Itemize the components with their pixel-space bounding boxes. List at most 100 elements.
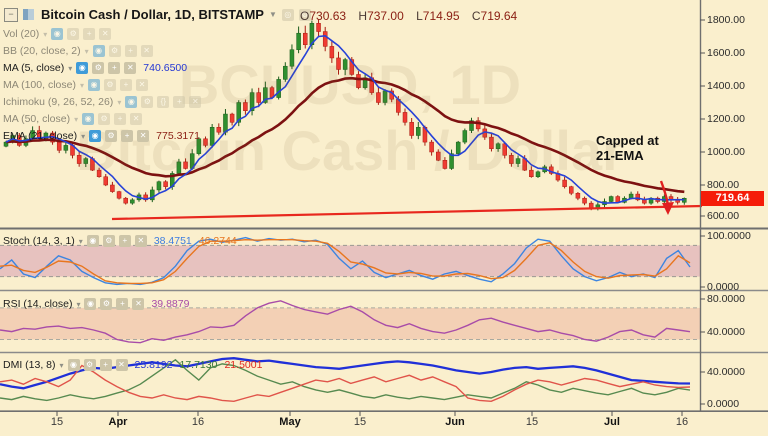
indicator-row-dmi-13-8[interactable]: DMI (13, 8) ▾ ◉ ⚙ + ✕ 25.8192 17.7130 21.5001 bbox=[3, 357, 262, 373]
indicator-value: 39.8879 bbox=[151, 298, 190, 310]
price-axis-label: 1400.00 bbox=[707, 80, 745, 92]
indicator-row-bb-20-close-2[interactable]: BB (20, close, 2) ▾ ◉ ⚙ + ✕ bbox=[3, 43, 201, 59]
gear-icon[interactable]: ⚙ bbox=[102, 235, 115, 247]
indicator-row-ma-50-close[interactable]: MA (50, close) ▾ ◉ ⚙ + ✕ bbox=[3, 111, 201, 127]
indicator-value: 38.4751 bbox=[153, 235, 192, 247]
indicator-legend: Vol (20) ▾ ◉ ⚙ + ✕ BB (20, close, 2) ▾ ◉ ⚙ + ✕ MA (5… bbox=[3, 26, 202, 145]
price-axis-label: 1000.00 bbox=[707, 146, 745, 158]
k-line bbox=[0, 236, 691, 286]
ema21-line bbox=[5, 76, 685, 194]
eye-icon[interactable]: ◉ bbox=[67, 359, 80, 371]
gear-icon[interactable]: ⚙ bbox=[67, 28, 80, 40]
ma5-line bbox=[5, 34, 685, 205]
symbol-title[interactable]: Bitcoin Cash / Dollar, 1D, BITSTAMP bbox=[41, 7, 264, 22]
price-axis-label: 0.0000 bbox=[707, 398, 740, 410]
chart-style-icon[interactable] bbox=[23, 9, 34, 20]
plus-icon[interactable]: + bbox=[121, 130, 134, 142]
close-icon[interactable]: ✕ bbox=[124, 62, 137, 74]
chevron-down-icon[interactable]: ▾ bbox=[84, 46, 89, 56]
plus-icon[interactable]: + bbox=[116, 298, 129, 310]
close-icon[interactable]: ✕ bbox=[130, 113, 143, 125]
close-icon[interactable]: ✕ bbox=[189, 96, 202, 108]
indicator-row-stoch-14-3-1[interactable]: Stoch (14, 3, 1) ▾ ◉ ⚙ + ✕ 38.4751 46.2744 bbox=[3, 233, 237, 249]
gear-icon[interactable]: ⚙ bbox=[105, 130, 118, 142]
eye-icon[interactable]: ◉ bbox=[92, 45, 105, 57]
time-axis-label: 15 bbox=[525, 416, 539, 428]
plus-icon[interactable]: + bbox=[99, 359, 112, 371]
down-arrow-icon bbox=[659, 180, 674, 215]
close-icon[interactable]: ✕ bbox=[140, 45, 153, 57]
plus-icon[interactable]: + bbox=[119, 79, 132, 91]
close-icon[interactable]: ✕ bbox=[137, 130, 150, 142]
plus-icon[interactable]: + bbox=[173, 96, 186, 108]
settings-icon[interactable]: ⚙ bbox=[298, 8, 311, 21]
close-icon[interactable]: ✕ bbox=[135, 79, 148, 91]
close-icon[interactable]: ✕ bbox=[134, 235, 147, 247]
gear-icon[interactable]: ⚙ bbox=[92, 62, 105, 74]
chevron-down-icon[interactable]: ▼ bbox=[268, 10, 277, 19]
eye-icon[interactable]: ◉ bbox=[125, 96, 138, 108]
braces-icon[interactable]: {} bbox=[157, 96, 170, 108]
chevron-down-icon[interactable]: ▾ bbox=[68, 63, 73, 73]
gear-icon[interactable]: ⚙ bbox=[98, 113, 111, 125]
indicator-row-ema-21-close[interactable]: EMA (21, close) ▾ ◉ ⚙ + ✕ 775.3171 bbox=[3, 128, 201, 144]
eye-icon[interactable]: ◉ bbox=[84, 298, 97, 310]
gear-icon[interactable]: ⚙ bbox=[141, 96, 154, 108]
eye-icon[interactable]: ◉ bbox=[87, 79, 100, 91]
indicator-value: 17.7130 bbox=[179, 359, 218, 371]
plus-icon[interactable]: + bbox=[124, 45, 137, 57]
indicator-label: MA (50, close) bbox=[3, 113, 71, 125]
pane-legend-stoch: Stoch (14, 3, 1) ▾ ◉ ⚙ + ✕ 38.4751 46.2744 bbox=[3, 233, 237, 250]
indicator-value: 775.3171 bbox=[156, 130, 200, 142]
plus-icon[interactable]: + bbox=[118, 235, 131, 247]
chevron-down-icon[interactable]: ▾ bbox=[79, 80, 84, 90]
gear-icon[interactable]: ⚙ bbox=[103, 79, 116, 91]
support-trendline[interactable] bbox=[111, 204, 703, 221]
chevron-down-icon[interactable]: ▾ bbox=[43, 29, 48, 39]
time-axis-label: Jun bbox=[445, 416, 465, 428]
di-line bbox=[0, 358, 691, 402]
pane-legend-dmi: DMI (13, 8) ▾ ◉ ⚙ + ✕ 25.8192 17.7130 21.5001 bbox=[3, 357, 262, 374]
close-label: C bbox=[471, 9, 481, 23]
indicator-label: Vol (20) bbox=[3, 28, 40, 40]
eye-icon[interactable]: ◉ bbox=[76, 62, 89, 74]
indicator-row-ichimoku-9-26-52-26[interactable]: Ichimoku (9, 26, 52, 26) ▾ ◉ ⚙{} + ✕ bbox=[3, 94, 202, 110]
d-line bbox=[0, 238, 691, 285]
indicator-row-rsi-14-close[interactable]: RSI (14, close) ▾ ◉ ⚙ + ✕ 39.8879 bbox=[3, 296, 189, 312]
chevron-down-icon[interactable]: ▾ bbox=[74, 114, 79, 124]
rsi-pane-lines bbox=[0, 300, 691, 344]
chevron-down-icon[interactable]: ▾ bbox=[78, 236, 83, 246]
indicator-value: 21.5001 bbox=[224, 359, 263, 371]
eye-icon[interactable]: ◉ bbox=[89, 130, 102, 142]
eye-icon[interactable]: ◉ bbox=[82, 113, 95, 125]
chevron-down-icon[interactable]: ▾ bbox=[117, 97, 122, 107]
axis-ticks bbox=[56, 19, 705, 416]
indicator-label: Ichimoku (9, 26, 52, 26) bbox=[3, 96, 114, 108]
capped-at-ema-annotation[interactable]: Capped at 21-EMA bbox=[596, 133, 659, 163]
close-icon[interactable]: ✕ bbox=[132, 298, 145, 310]
gear-icon[interactable]: ⚙ bbox=[83, 359, 96, 371]
eye-icon[interactable]: ◉ bbox=[86, 235, 99, 247]
compare-icon[interactable]: ◎ bbox=[281, 8, 294, 21]
indicator-row-vol-20[interactable]: Vol (20) ▾ ◉ ⚙ + ✕ bbox=[3, 26, 201, 42]
collapse-pane-icon[interactable]: − bbox=[4, 7, 18, 22]
close-icon[interactable]: ✕ bbox=[115, 359, 128, 371]
chevron-down-icon[interactable]: ▾ bbox=[59, 360, 64, 370]
plus-icon[interactable]: + bbox=[83, 28, 96, 40]
adx-line bbox=[0, 357, 691, 390]
gear-icon[interactable]: ⚙ bbox=[108, 45, 121, 57]
price-axis-label: 40.0000 bbox=[707, 326, 745, 338]
eye-icon[interactable]: ◉ bbox=[51, 28, 64, 40]
chevron-down-icon[interactable]: ▾ bbox=[81, 131, 86, 141]
plus-icon[interactable]: + bbox=[108, 62, 121, 74]
plus-icon[interactable]: + bbox=[114, 113, 127, 125]
indicator-row-ma-100-close[interactable]: MA (100, close) ▾ ◉ ⚙ + ✕ bbox=[3, 77, 201, 93]
chart-header: − Bitcoin Cash / Dollar, 1D, BITSTAMP ▼ … bbox=[4, 7, 311, 22]
indicator-row-ma-5-close[interactable]: MA (5, close) ▾ ◉ ⚙ + ✕ 740.6500 bbox=[3, 60, 201, 76]
chevron-down-icon[interactable]: ▾ bbox=[76, 299, 81, 309]
close-icon[interactable]: ✕ bbox=[99, 28, 112, 40]
indicator-value: 25.8192 bbox=[134, 359, 173, 371]
gear-icon[interactable]: ⚙ bbox=[100, 298, 113, 310]
